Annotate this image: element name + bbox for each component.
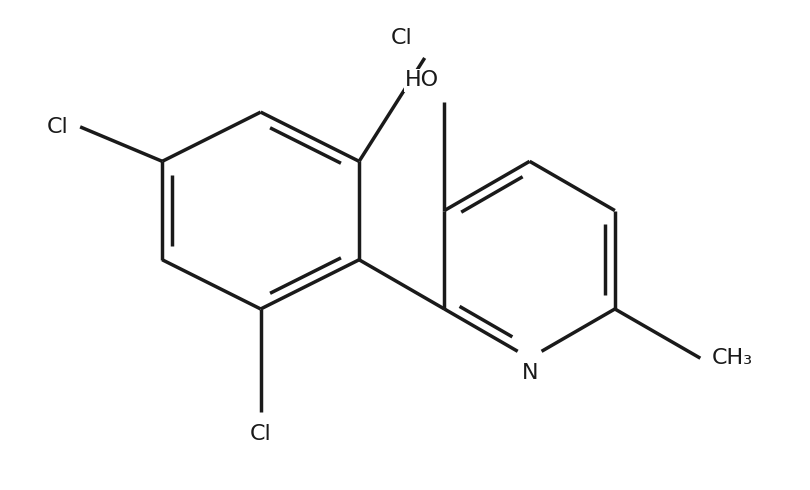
Text: Cl: Cl (391, 28, 413, 48)
Text: CH₃: CH₃ (712, 348, 753, 368)
Text: Cl: Cl (249, 424, 271, 444)
Text: Cl: Cl (47, 117, 68, 137)
Text: HO: HO (405, 71, 440, 91)
Text: N: N (522, 363, 538, 383)
